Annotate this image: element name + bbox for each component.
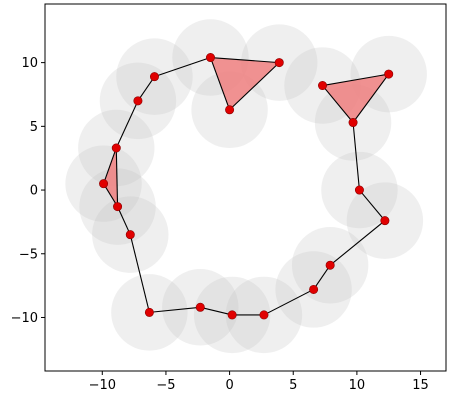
x-tick-label-1: −5 [156,378,175,393]
edge-4 [137,76,155,102]
edge-19 [322,85,354,123]
y-tick-label-3: 5 [30,120,38,135]
edge-3 [154,57,211,78]
edge-14 [263,288,314,316]
x-tick-label-4: 10 [349,378,366,393]
data-point-2 [225,105,235,115]
edge-10 [129,234,150,313]
data-point-3 [149,72,159,82]
edge-1 [229,62,280,111]
x-tick-label-2: 0 [225,378,233,393]
data-points [99,53,394,320]
y-tick-label-2: 0 [30,184,38,199]
x-tick-label-0: −10 [89,378,116,393]
data-point-7 [113,202,123,212]
plot-area [65,19,427,354]
triangle-1 [322,74,389,123]
triangle-0 [210,57,280,110]
data-point-9 [144,307,154,317]
y-tick-label-0: −10 [11,311,38,326]
edge-12 [200,306,233,316]
data-point-11 [227,310,237,320]
data-point-5 [111,143,121,153]
data-point-8 [125,230,135,240]
edge-15 [313,264,331,290]
data-point-17 [348,118,358,128]
edge-0 [210,56,280,64]
data-point-0 [205,53,215,63]
y-tick-label-4: 10 [21,56,38,71]
x-axis-ticks: −10 −5 0 5 10 15 [89,371,429,393]
coverage-circles [65,19,427,354]
edge-11 [149,306,201,313]
triangle-2 [103,147,118,207]
edge-21 [352,73,390,123]
edge-18 [352,122,360,191]
axes-frame [44,3,447,372]
y-tick-label-1: −5 [19,247,38,262]
x-tick-label-5: 15 [412,378,429,393]
x-tick-label-3: 5 [289,378,297,393]
data-point-19 [384,69,394,79]
edge-6 [103,147,117,184]
data-point-6 [99,179,109,189]
filled-triangles [103,57,389,207]
data-point-13 [309,284,319,294]
edge-8 [115,147,119,207]
edge-5 [115,100,139,149]
data-point-14 [325,260,335,270]
edge-16 [329,220,386,266]
edge-17 [359,189,386,221]
data-point-16 [354,185,364,195]
data-point-18 [318,81,328,91]
edge-9 [117,206,131,235]
y-axis-ticks: −10 −5 0 5 10 [11,56,45,326]
data-point-1 [274,58,284,68]
data-point-12 [259,310,269,320]
data-point-15 [380,216,390,226]
data-point-4 [133,96,143,106]
edge-2 [209,57,231,110]
edge-20 [322,73,389,87]
data-point-10 [195,302,205,312]
